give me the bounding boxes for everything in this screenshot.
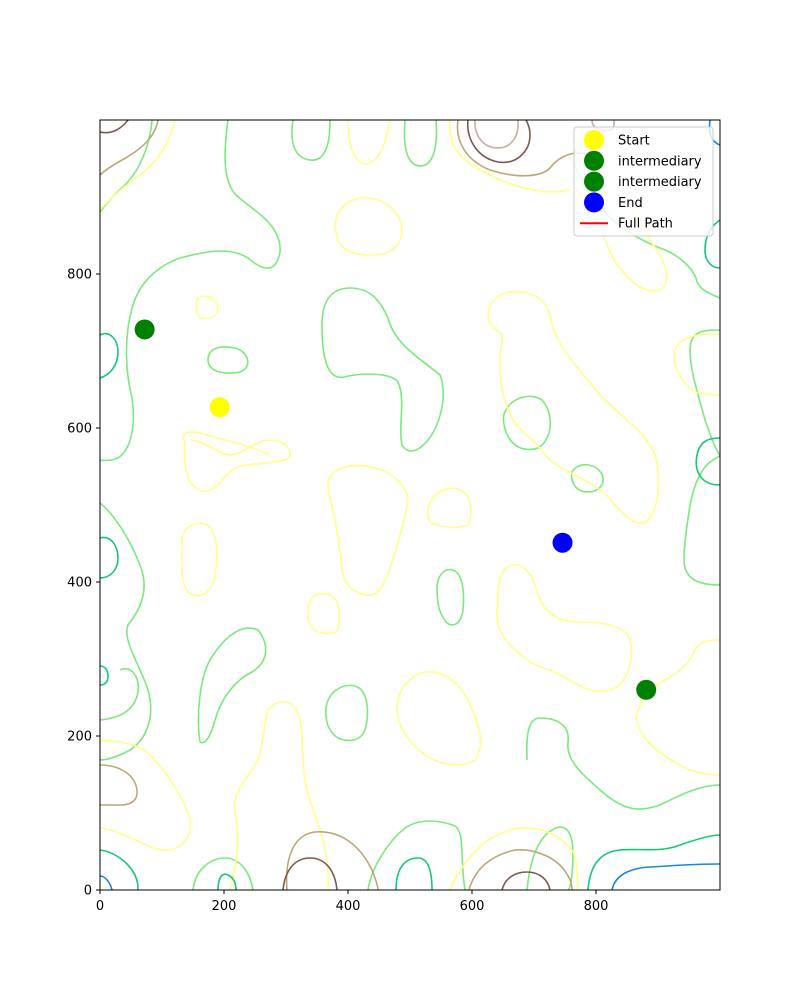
contour-line: [183, 439, 291, 492]
contour-line: [100, 875, 113, 890]
legend-label: intermediary: [618, 175, 702, 190]
data-points: [134, 319, 657, 700]
contour-line: [367, 820, 466, 890]
legend-circle-marker: [584, 192, 604, 213]
y-tick-label: 0: [84, 884, 92, 899]
contour-line: [496, 564, 633, 692]
contour-line: [192, 857, 254, 890]
contour-line: [207, 346, 249, 374]
contour-line: [570, 463, 604, 493]
contour-line: [501, 871, 551, 890]
legend-label: intermediary: [618, 154, 702, 169]
contour-line: [100, 849, 139, 890]
y-tick-label: 400: [67, 576, 92, 591]
x-tick-label: 600: [460, 899, 485, 914]
legend-circle-marker: [584, 130, 604, 150]
contour-lines: [100, 120, 720, 890]
contour-line: [448, 120, 571, 193]
contour-line: [100, 120, 159, 176]
contour-line: [403, 120, 438, 167]
legend-circle-marker: [584, 150, 604, 171]
contour-line: [195, 295, 219, 320]
contour-line: [285, 831, 379, 890]
contour-line: [100, 120, 129, 134]
contour-line: [307, 593, 341, 635]
contour-line: [683, 455, 720, 586]
contour-line: [100, 668, 140, 721]
contour-line: [182, 431, 271, 456]
legend-box: [573, 126, 714, 237]
contour-line: [180, 522, 218, 597]
contour-line: [347, 120, 391, 165]
contour-line: [487, 291, 660, 525]
contour-line: [229, 701, 329, 890]
contour-line: [282, 857, 338, 890]
contour-line: [467, 120, 531, 164]
contour-line: [327, 464, 409, 596]
contour-line: [436, 568, 465, 626]
contour-line: [100, 333, 119, 379]
contour-line: [396, 671, 482, 766]
point-intermediary: [134, 319, 155, 340]
contour-line: [635, 639, 720, 776]
x-tick-label: 800: [584, 899, 609, 914]
contour-line: [456, 120, 591, 177]
contour-line: [525, 717, 720, 810]
contour-line: [325, 684, 369, 742]
contour-line: [449, 827, 579, 890]
x-tick-label: 200: [212, 899, 237, 914]
legend-label: Full Path: [618, 217, 673, 232]
contour-line: [100, 665, 109, 686]
contour-line: [689, 329, 720, 456]
contour-line: [291, 120, 331, 161]
contour-line: [334, 197, 403, 256]
point-end: [552, 532, 573, 553]
contour-line: [695, 437, 720, 486]
plot-background: [100, 120, 720, 890]
contour-line: [100, 536, 119, 579]
contour-line: [611, 863, 720, 890]
legend-circle-marker: [584, 171, 604, 192]
point-start: [209, 397, 230, 418]
legend-label: Start: [618, 134, 650, 149]
contour-line: [321, 287, 444, 452]
point-intermediary: [636, 679, 657, 700]
contour-line: [468, 849, 573, 890]
contour-line: [673, 333, 720, 396]
contour-line: [100, 120, 176, 211]
contour-line: [217, 873, 237, 890]
x-axis: 0 200 400 600 800: [96, 890, 609, 914]
x-tick-label: 400: [336, 899, 361, 914]
contour-line: [502, 395, 551, 451]
y-tick-label: 600: [67, 422, 92, 437]
y-tick-label: 800: [67, 268, 92, 283]
y-axis: 0 200 400 600 800: [67, 268, 100, 899]
legend: Start intermediary intermediary End Full Pat…: [573, 126, 714, 237]
contour-line: [197, 627, 267, 744]
contour-line: [100, 739, 191, 851]
contour-line: [427, 487, 472, 528]
legend-label: End: [618, 196, 643, 211]
contour-line: [474, 120, 519, 149]
contour-line: [587, 834, 720, 890]
y-tick-label: 200: [67, 730, 92, 745]
contour-line: [526, 826, 574, 890]
contour-line: [395, 857, 433, 890]
contour-line: [100, 502, 152, 761]
x-tick-label: 0: [96, 899, 104, 914]
contour-line: [100, 764, 138, 806]
plot-frame: [99, 119, 721, 891]
contour-line: [591, 204, 668, 292]
contour-line: [100, 120, 281, 462]
